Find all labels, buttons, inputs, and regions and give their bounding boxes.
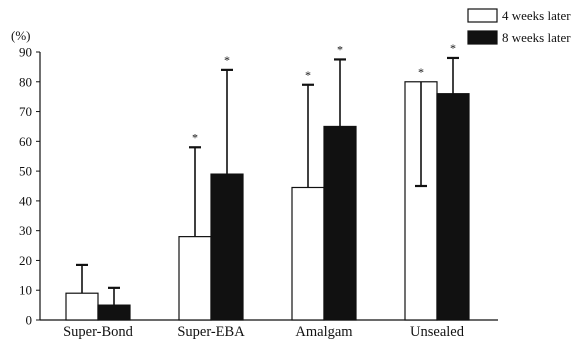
legend-swatch <box>467 8 498 23</box>
significance-star: * <box>450 41 456 55</box>
bar-eight-weeks <box>97 304 131 321</box>
y-tick-label: 20 <box>19 253 32 268</box>
legend-label: 8 weeks later <box>502 30 571 45</box>
bar-four-weeks <box>65 292 99 321</box>
legend-label: 4 weeks later <box>502 8 571 23</box>
significance-star: * <box>418 65 424 79</box>
x-category-label: Super-Bond <box>63 324 134 340</box>
y-tick-label: 40 <box>19 193 32 208</box>
legend-swatch <box>467 30 498 45</box>
x-category-label: Amalgam <box>295 324 353 340</box>
bars <box>65 81 470 321</box>
x-category-label: Super-EBA <box>177 324 245 340</box>
bar-four-weeks <box>178 236 212 321</box>
error-bars <box>76 56 459 306</box>
significance-markers: * * * * * * <box>192 41 456 144</box>
significance-star: * <box>224 53 230 67</box>
significance-star: * <box>337 42 343 56</box>
bar-eight-weeks <box>210 173 244 321</box>
y-tick-label: 60 <box>19 134 32 149</box>
y-tick-label: 90 <box>19 45 32 60</box>
y-tick-label: 80 <box>19 74 32 89</box>
bar-eight-weeks <box>436 93 470 321</box>
y-tick-label: 30 <box>19 223 32 238</box>
y-tick-label: 10 <box>19 283 32 298</box>
x-category-label: Unsealed <box>410 324 465 340</box>
y-tick-label: 50 <box>19 164 32 179</box>
significance-star: * <box>305 68 311 82</box>
significance-star: * <box>192 130 198 144</box>
y-axis-unit-label: (%) <box>11 28 31 43</box>
bar-eight-weeks <box>323 125 357 321</box>
legend: 4 weeks later 8 weeks later <box>467 8 571 45</box>
y-tick-label: 0 <box>26 313 33 328</box>
y-tick-label: 70 <box>19 104 32 119</box>
bar-four-weeks <box>291 186 325 321</box>
